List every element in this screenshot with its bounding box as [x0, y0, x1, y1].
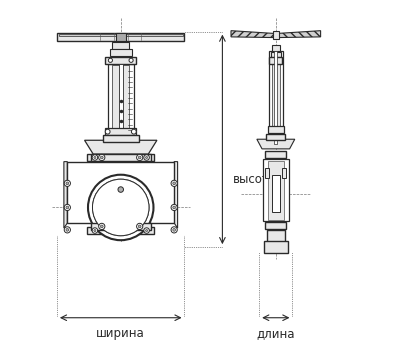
Circle shape	[94, 229, 96, 231]
Bar	[116, 33, 126, 41]
Polygon shape	[64, 162, 67, 228]
Circle shape	[64, 180, 70, 186]
Circle shape	[100, 225, 103, 228]
Circle shape	[171, 227, 177, 233]
Circle shape	[88, 175, 154, 240]
Circle shape	[173, 206, 176, 209]
Polygon shape	[174, 162, 178, 228]
Bar	[119, 64, 123, 137]
Circle shape	[136, 154, 143, 161]
Bar	[266, 134, 285, 139]
Circle shape	[64, 204, 70, 211]
Bar	[272, 175, 280, 212]
Bar	[110, 49, 132, 56]
Bar	[90, 154, 151, 161]
Bar	[267, 230, 285, 243]
Circle shape	[94, 156, 96, 158]
Circle shape	[173, 182, 176, 185]
Circle shape	[144, 228, 149, 233]
Bar	[105, 128, 136, 135]
Circle shape	[100, 156, 103, 159]
Circle shape	[136, 223, 143, 229]
Circle shape	[92, 179, 149, 236]
Bar	[269, 51, 283, 144]
Bar	[265, 168, 269, 178]
Circle shape	[99, 154, 105, 161]
Circle shape	[92, 179, 149, 236]
Circle shape	[64, 227, 70, 233]
Bar	[264, 241, 288, 253]
Bar	[266, 222, 286, 229]
Bar	[112, 42, 129, 49]
Bar	[57, 33, 184, 41]
Circle shape	[92, 179, 149, 236]
Circle shape	[92, 228, 98, 233]
Circle shape	[146, 229, 148, 231]
Circle shape	[138, 156, 141, 159]
Bar	[269, 57, 282, 64]
Bar	[263, 159, 289, 221]
Circle shape	[146, 156, 148, 158]
Bar	[271, 52, 281, 57]
Circle shape	[171, 180, 177, 186]
Circle shape	[92, 155, 98, 160]
Bar	[272, 53, 280, 142]
Circle shape	[132, 129, 136, 134]
Bar	[108, 64, 134, 137]
Bar	[282, 168, 286, 178]
Polygon shape	[257, 139, 295, 149]
Text: высота: высота	[233, 173, 277, 186]
Bar	[87, 154, 154, 161]
Circle shape	[138, 225, 141, 228]
Circle shape	[66, 206, 69, 209]
Bar	[90, 222, 151, 230]
Bar	[67, 162, 174, 223]
Circle shape	[99, 223, 105, 229]
Bar	[268, 161, 284, 219]
Bar	[112, 65, 129, 136]
Text: длина: длина	[256, 327, 295, 340]
Circle shape	[105, 129, 110, 134]
Bar	[272, 45, 280, 51]
Circle shape	[144, 155, 149, 160]
Bar	[103, 135, 139, 142]
Bar	[59, 34, 183, 36]
Bar	[268, 127, 284, 133]
Circle shape	[129, 58, 133, 62]
Circle shape	[173, 228, 176, 231]
Polygon shape	[84, 140, 157, 154]
Bar	[274, 51, 277, 144]
Bar	[87, 227, 154, 234]
Circle shape	[171, 204, 177, 211]
Bar	[105, 56, 136, 64]
Circle shape	[108, 58, 112, 62]
Polygon shape	[278, 31, 321, 38]
Circle shape	[118, 187, 124, 192]
Text: ширина: ширина	[96, 327, 145, 340]
Circle shape	[66, 182, 69, 185]
Circle shape	[66, 228, 69, 231]
Bar	[273, 31, 279, 39]
Polygon shape	[231, 31, 274, 38]
Bar	[266, 151, 286, 158]
